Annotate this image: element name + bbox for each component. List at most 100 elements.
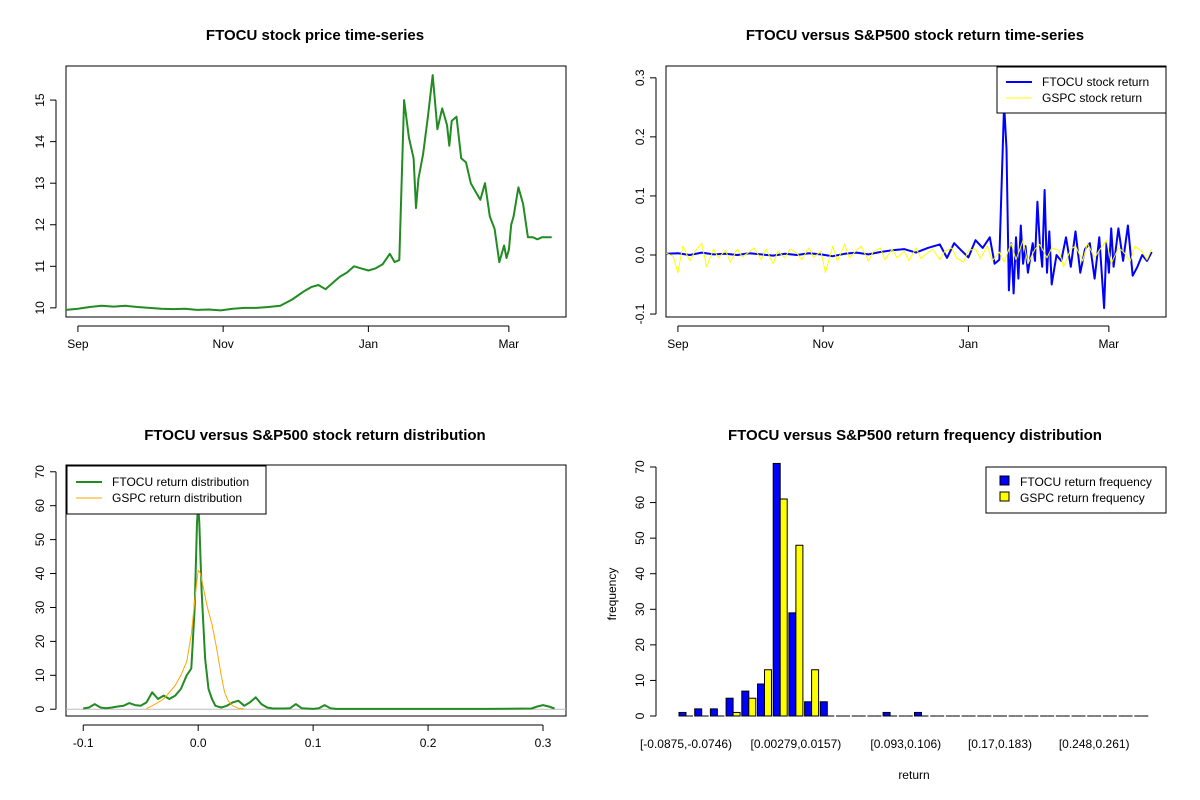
y-tick-label: 0.2 (633, 128, 647, 145)
density-chart-y-axis: 0 10 20 30 40 50 60 70 (33, 465, 57, 713)
returns-legend-ftocu-label: FTOCU stock return (1042, 75, 1149, 89)
x-tick-label: Jan (359, 337, 378, 351)
y-tick-label: 40 (33, 567, 47, 581)
y-tick-label: 20 (33, 634, 47, 648)
returns-chart-series (665, 103, 1153, 310)
series-line-ftocu (665, 103, 1153, 310)
category-label: [0.093,0.106) (870, 737, 941, 751)
bar-gspc (811, 669, 820, 717)
category-label: [-0.0875,-0.0746) (640, 737, 732, 751)
y-tick-label: 60 (33, 499, 47, 513)
y-tick-label: 50 (633, 531, 647, 545)
frequency-chart-legend: FTOCU return frequency GSPC return frequ… (985, 466, 1167, 514)
returns-chart-legend: FTOCU stock return GSPC stock return (996, 66, 1167, 114)
x-tick-label: Nov (812, 337, 833, 351)
price-chart-panel: FTOCU stock price time-series 10 11 12 13 14… (33, 27, 567, 351)
frequency-chart-y-label: frequency (605, 568, 619, 621)
x-tick-label: -0.1 (73, 736, 94, 750)
bar-ftocu (804, 701, 813, 717)
x-tick-label: 0.3 (535, 736, 552, 750)
frequency-legend-ftocu-label: FTOCU return frequency (1020, 475, 1152, 489)
y-tick-label: 14 (33, 135, 47, 149)
density-legend-gspc-label: GSPC return distribution (112, 491, 242, 505)
y-tick-label: 30 (33, 600, 47, 614)
returns-chart-y-axis: -0.1 0.0 0.1 0.2 0.3 (633, 69, 657, 324)
price-chart-y-axis: 10 11 12 13 14 15 (33, 93, 57, 315)
category-label: [0.00279,0.0157) (751, 737, 842, 751)
y-tick-label: -0.1 (633, 303, 647, 324)
y-tick-label: 0 (633, 712, 647, 719)
y-tick-label: 0.0 (633, 246, 647, 263)
bar-gspc (779, 498, 788, 717)
frequency-chart-title: FTOCU versus S&P500 return frequency dis… (728, 427, 1102, 444)
bar-ftocu (694, 708, 703, 717)
returns-legend-gspc-label: GSPC stock return (1042, 91, 1142, 105)
returns-chart-title: FTOCU versus S&P500 stock return time-se… (746, 27, 1084, 44)
y-tick-label: 11 (33, 260, 47, 273)
frequency-legend-ftocu-swatch (999, 475, 1010, 486)
series-line-ftocu (83, 504, 555, 710)
bar-ftocu (788, 612, 797, 717)
frequency-chart-panel: FTOCU versus S&P500 return frequency dis… (605, 427, 1167, 782)
y-tick-label: 15 (33, 93, 47, 107)
series-line-gspc (665, 239, 1153, 274)
price-chart-plot-box (65, 65, 567, 318)
bar-ftocu (882, 711, 891, 717)
bar-gspc (764, 669, 772, 717)
bar-ftocu (914, 711, 922, 717)
bar-ftocu (741, 690, 750, 717)
bar-ftocu (772, 462, 781, 717)
category-label: [0.248,0.261) (1059, 737, 1130, 751)
x-tick-label: Nov (212, 337, 233, 351)
y-tick-label: 60 (633, 496, 647, 510)
x-tick-label: 0.0 (190, 736, 207, 750)
returns-legend-box (996, 66, 1167, 114)
y-tick-label: 13 (33, 176, 47, 190)
bar-gspc (795, 544, 804, 717)
density-chart-title: FTOCU versus S&P500 stock return distrib… (144, 427, 485, 444)
density-chart-panel: FTOCU versus S&P500 stock return distrib… (33, 427, 567, 750)
y-tick-label: 10 (633, 673, 647, 687)
y-tick-label: 70 (633, 460, 647, 474)
x-tick-label: Sep (667, 337, 689, 351)
density-chart-plot-box (65, 464, 567, 717)
y-tick-label: 10 (33, 668, 47, 682)
frequency-chart-bars (678, 462, 1149, 717)
price-chart-x-axis: Sep Nov Jan Mar (67, 325, 519, 351)
frequency-legend-box (985, 466, 1167, 514)
bar-ftocu (725, 697, 734, 717)
frequency-legend-gspc-swatch (999, 491, 1010, 502)
bar-ftocu (819, 701, 828, 717)
frequency-legend-gspc-label: GSPC return frequency (1020, 491, 1145, 505)
price-chart-title: FTOCU stock price time-series (206, 27, 424, 44)
density-legend-box (66, 465, 267, 515)
density-chart-x-axis: -0.1 0.0 0.1 0.2 0.3 (73, 724, 552, 750)
frequency-chart-x-label: return (898, 768, 929, 782)
bar-ftocu (709, 708, 718, 717)
y-tick-label: 0.3 (633, 69, 647, 86)
x-tick-label: Sep (67, 337, 89, 351)
y-tick-label: 50 (33, 533, 47, 547)
density-legend-ftocu-label: FTOCU return distribution (112, 475, 249, 489)
bar-ftocu (757, 683, 765, 717)
returns-chart-panel: FTOCU versus S&P500 stock return time-se… (633, 27, 1167, 351)
bar-gspc (748, 697, 757, 717)
frequency-chart-y-axis: 0 10 20 30 40 50 60 70 (633, 460, 657, 719)
bar-gspc (732, 711, 741, 717)
x-tick-label: 0.1 (305, 736, 322, 750)
y-tick-label: 0.1 (633, 187, 647, 204)
x-tick-label: Jan (959, 337, 978, 351)
y-tick-label: 70 (33, 465, 47, 479)
price-chart-series (65, 74, 552, 312)
frequency-chart-x-axis: [-0.0875,-0.0746) [0.00279,0.0157) [0.093,… (640, 737, 1130, 751)
density-chart-legend: FTOCU return distribution GSPC return di… (66, 465, 267, 515)
y-tick-label: 20 (633, 638, 647, 652)
series-line-ftocu (65, 74, 552, 312)
y-tick-label: 10 (33, 301, 47, 315)
returns-chart-x-axis: Sep Nov Jan Mar (667, 325, 1119, 351)
category-label: [0.17,0.183) (968, 737, 1032, 751)
y-tick-label: 0 (33, 706, 47, 713)
y-tick-label: 40 (633, 567, 647, 581)
